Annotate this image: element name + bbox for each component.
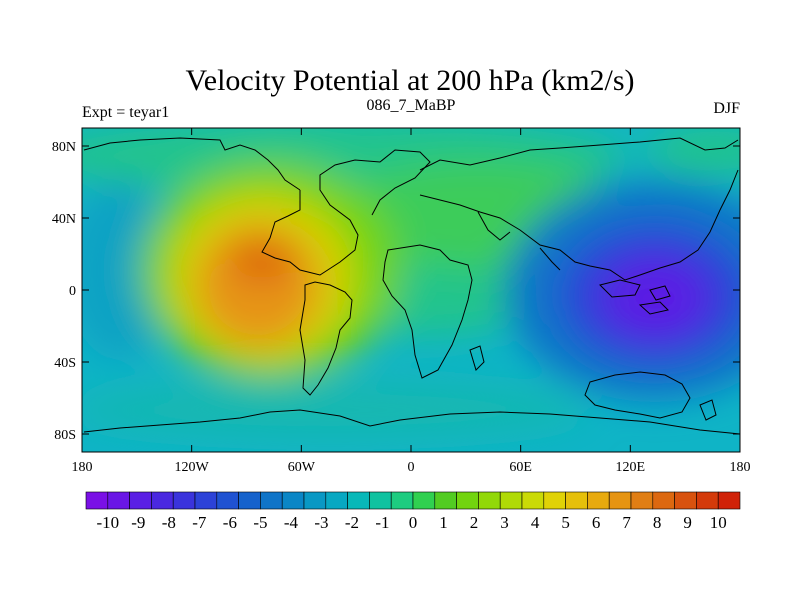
colorbar-label: -7 (192, 513, 207, 532)
colorbar-swatch (674, 491, 697, 510)
colorbar-label: -2 (345, 513, 359, 532)
coastline-antarctica (83, 409, 740, 435)
colorbar-swatch (129, 491, 152, 510)
y-axis: 80N 40N 0 40S 80S (52, 140, 740, 443)
y-tick-label: 80S (54, 428, 76, 443)
coastline-south-america (299, 281, 353, 396)
colorbar-swatch (107, 491, 130, 510)
colorbar-label: 8 (653, 513, 662, 532)
x-tick-label: 120E (616, 460, 646, 475)
colorbar-label: 7 (622, 513, 631, 532)
colorbar-label: 2 (470, 513, 479, 532)
x-axis: 180 120W 60W 0 60E 120E 180 (72, 128, 751, 475)
x-tick-label: 180 (730, 460, 751, 475)
colorbar-swatch (456, 491, 479, 510)
colorbar-label: -1 (375, 513, 389, 532)
field-americas-high-core (232, 244, 292, 280)
colorbar-swatch (151, 491, 174, 510)
colorbar-swatch (412, 491, 436, 510)
colorbar-swatch (216, 491, 239, 510)
field-southern-band (82, 382, 590, 438)
colorbar-label: -3 (314, 513, 328, 532)
colorbar-label: -10 (96, 513, 119, 532)
subtitle-right: DJF (713, 100, 740, 117)
chart-title: Velocity Potential at 200 hPa (km2/s) (185, 64, 634, 97)
x-tick-label: 120W (175, 460, 210, 475)
field-americas-high-inner (196, 223, 320, 347)
colorbar: -10 -9 -8 -7 -6 -5 -4 -3 -2 -1 0 1 2 3 4 5 6 7 8 9 10 (85, 491, 741, 532)
colorbar-label: 10 (710, 513, 727, 532)
x-tick-label: 180 (72, 460, 93, 475)
colorbar-swatch (390, 491, 414, 510)
coastline-maritime-continent (469, 279, 671, 371)
colorbar-label: 5 (561, 513, 570, 532)
field-north-pacific-ridge (645, 128, 740, 175)
coastline-africa (382, 244, 473, 379)
colorbar-swatch (281, 491, 305, 510)
colorbar-swatch (499, 491, 523, 510)
colorbar-swatch (696, 491, 719, 510)
colorbar-label: -8 (162, 513, 176, 532)
colorbar-swatch (369, 491, 392, 510)
x-tick-label: 60E (509, 460, 532, 475)
colorbar-swatch (478, 491, 501, 510)
colorbar-label: 4 (531, 513, 540, 532)
colorbar-swatch (565, 491, 588, 510)
colorbar-swatch (194, 491, 218, 510)
colorbar-swatch (521, 491, 545, 510)
colorbar-swatch (260, 491, 283, 510)
coastline-north-america (83, 137, 431, 276)
coastlines (83, 137, 740, 435)
colorbar-swatch (325, 491, 348, 510)
colorbar-label: 1 (439, 513, 448, 532)
colorbar-label: 6 (592, 513, 601, 532)
colorbar-label: -9 (131, 513, 145, 532)
colorbar-label: 9 (683, 513, 692, 532)
colorbar-label: -6 (223, 513, 237, 532)
coastline-eurasia (419, 137, 739, 281)
y-tick-label: 0 (69, 284, 76, 299)
colorbar-swatch (608, 491, 632, 510)
coastline-australia (584, 371, 717, 421)
colorbar-swatch (543, 491, 566, 510)
colorbar-swatch (172, 491, 196, 510)
colorbar-swatch (717, 491, 741, 510)
colorbar-label: -5 (253, 513, 267, 532)
colorbar-label: 0 (409, 513, 418, 532)
subtitle-center: 086_7_MaBP (367, 97, 456, 114)
colorbar-label: 3 (500, 513, 509, 532)
subtitle-left: Expt = teyar1 (82, 104, 169, 121)
colorbar-swatch (303, 491, 327, 510)
colorbar-label: -4 (284, 513, 299, 532)
colorbar-swatch (85, 491, 109, 510)
colorbar-swatch (652, 491, 675, 510)
colorbar-swatch (587, 491, 610, 510)
colorbar-swatch (347, 491, 370, 510)
x-tick-label: 0 (408, 460, 415, 475)
y-tick-label: 40S (54, 356, 76, 371)
x-tick-label: 60W (288, 460, 316, 475)
velocity-field (82, 128, 740, 438)
colorbar-swatch (238, 491, 261, 510)
colorbar-swatch (434, 491, 457, 510)
y-tick-label: 80N (52, 140, 76, 155)
plot-area (82, 128, 740, 452)
colorbar-swatch (630, 491, 654, 510)
y-tick-label: 40N (52, 212, 76, 227)
